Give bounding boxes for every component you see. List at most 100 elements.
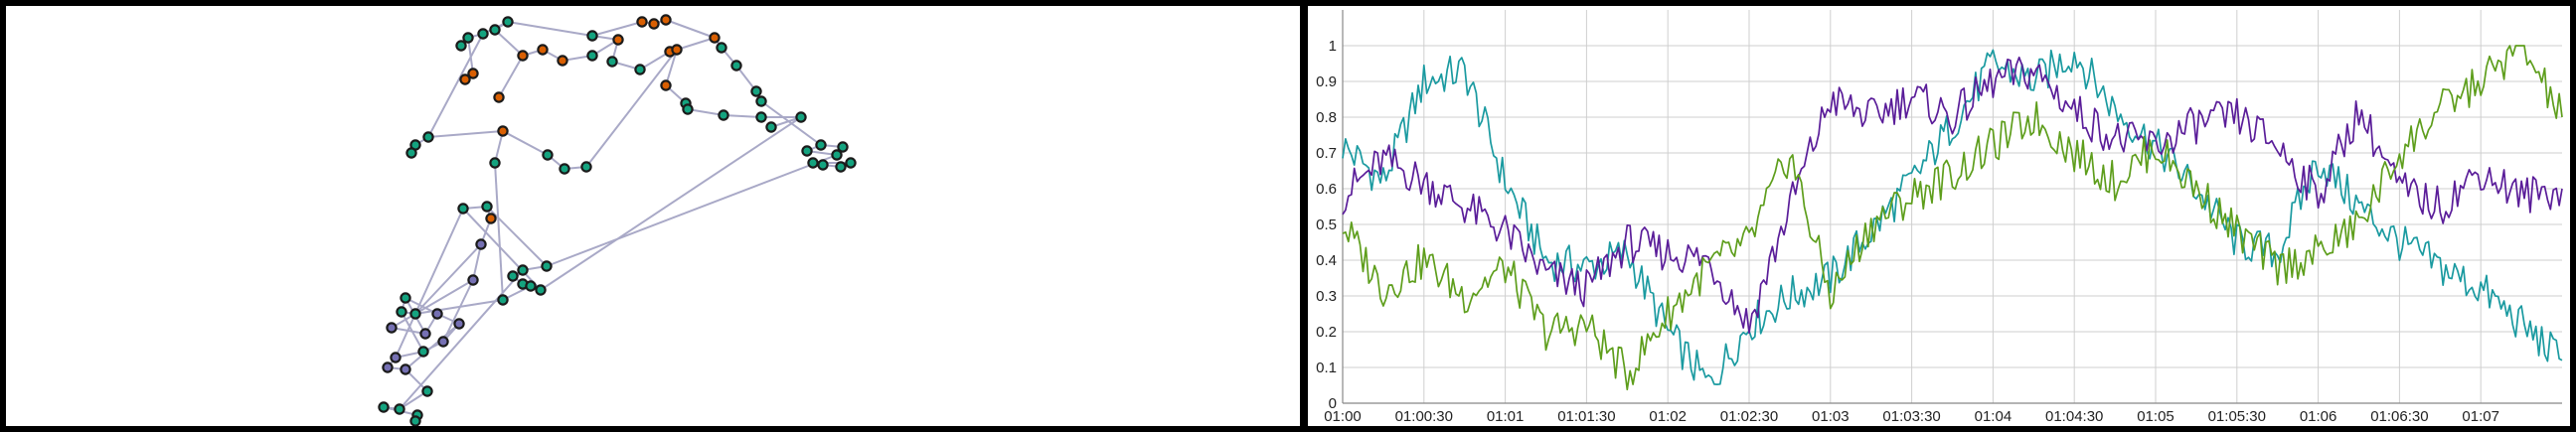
graph-edge (414, 243, 482, 315)
graph-edge (723, 114, 762, 118)
y-tick-label: 0 (1329, 395, 1337, 412)
graph-node (378, 401, 390, 413)
graph-node (493, 91, 505, 103)
graph-node (709, 32, 721, 44)
graph-edge (498, 55, 524, 98)
graph-node (431, 308, 443, 320)
y-tick-label: 0.7 (1316, 145, 1337, 162)
graph-node (409, 415, 421, 426)
graph-node (648, 18, 660, 30)
graph-node (682, 103, 694, 115)
network-panel (6, 6, 1300, 426)
graph-node (517, 50, 529, 62)
graph-node (817, 159, 829, 171)
graph-edge (502, 130, 549, 156)
graph-node (459, 73, 471, 85)
series-line (1342, 49, 2563, 385)
graph-node (671, 44, 683, 56)
graph-node (557, 55, 568, 67)
graph-node (542, 149, 554, 161)
graph-edge (639, 51, 671, 71)
graph-node (612, 34, 624, 46)
graph-edge (507, 21, 593, 37)
graph-node (400, 363, 411, 375)
graph-node (525, 280, 537, 292)
graph-node (467, 274, 479, 286)
graph-node (400, 292, 411, 304)
x-tick-label: 01:05 (2137, 408, 2174, 425)
graph-node (586, 30, 598, 42)
graph-node (634, 64, 646, 75)
graph-node (481, 201, 493, 213)
graph-node (453, 318, 465, 330)
graph-node (801, 145, 813, 157)
graph-node (636, 16, 648, 28)
graph-edge (462, 208, 542, 291)
graph-node (475, 238, 487, 250)
graph-edge (687, 108, 724, 116)
y-tick-label: 0.9 (1316, 73, 1337, 90)
graph-node (716, 42, 727, 54)
x-tick-label: 01:07 (2462, 408, 2499, 425)
graph-node (421, 385, 433, 397)
y-tick-label: 0.1 (1316, 360, 1337, 376)
grid-layer (1342, 10, 2562, 404)
tick-labels-layer: 01:00 01:00:30 01:01 01:01:30 01:02 01:02:30 0… (1316, 38, 2499, 425)
graph-node (419, 328, 431, 340)
graph-node (507, 270, 519, 282)
y-tick-label: 0.8 (1316, 109, 1337, 126)
graph-node (718, 109, 729, 121)
graph-node (660, 14, 672, 26)
graph-edge (404, 323, 460, 370)
graph-edge (591, 21, 643, 37)
graph-node (394, 403, 405, 415)
graph-node (815, 139, 827, 151)
graph-edge (427, 33, 484, 138)
graph-node (541, 260, 553, 272)
graph-edge (546, 154, 838, 267)
graph-edge (427, 130, 504, 138)
graph-node (750, 85, 762, 97)
graph-node (477, 28, 489, 40)
y-tick-label: 0.5 (1316, 216, 1337, 233)
graph-node (417, 346, 429, 358)
graph-edge (401, 311, 424, 353)
graph-node (462, 32, 474, 44)
graph-node (831, 149, 843, 161)
graph-node (559, 163, 570, 175)
x-tick-label: 01:01:30 (1557, 408, 1615, 425)
graph-node (765, 121, 777, 133)
series-line (1342, 45, 2563, 391)
y-tick-label: 0.3 (1316, 288, 1337, 305)
x-tick-label: 01:00:30 (1395, 408, 1453, 425)
graph-node (396, 306, 407, 318)
graph-edge (665, 49, 678, 86)
edges-layer (383, 19, 851, 422)
line-chart: 01:00 01:00:30 01:01 01:01:30 01:02 01:02:30 0… (1316, 10, 2563, 425)
graph-edge (404, 297, 438, 315)
nodes-layer (378, 14, 857, 426)
graph-node (517, 264, 529, 276)
x-tick-label: 01:03:30 (1882, 408, 1940, 425)
graph-node (502, 16, 514, 28)
graph-node (455, 40, 467, 52)
graph-node (485, 213, 497, 224)
graph-edge (399, 269, 524, 410)
graph-edge (442, 279, 474, 343)
graph-edge (494, 162, 504, 301)
graph-node (730, 60, 742, 72)
x-tick-label: 01:06:30 (2370, 408, 2428, 425)
graph-node (409, 308, 421, 320)
x-tick-label: 01:05:30 (2208, 408, 2266, 425)
graph-node (390, 352, 402, 363)
graph-edge (486, 206, 548, 267)
graph-edge (585, 49, 678, 168)
x-tick-label: 01:04:30 (2045, 408, 2103, 425)
graph-node (837, 141, 849, 153)
graph-node (660, 79, 672, 91)
network-graph (378, 14, 857, 426)
graph-node (382, 361, 394, 373)
y-tick-label: 0.6 (1316, 181, 1337, 198)
line-chart-panel: 01:00 01:00:30 01:01 01:01:30 01:02 01:02:30 0… (1308, 6, 2570, 426)
graph-node (606, 56, 618, 68)
